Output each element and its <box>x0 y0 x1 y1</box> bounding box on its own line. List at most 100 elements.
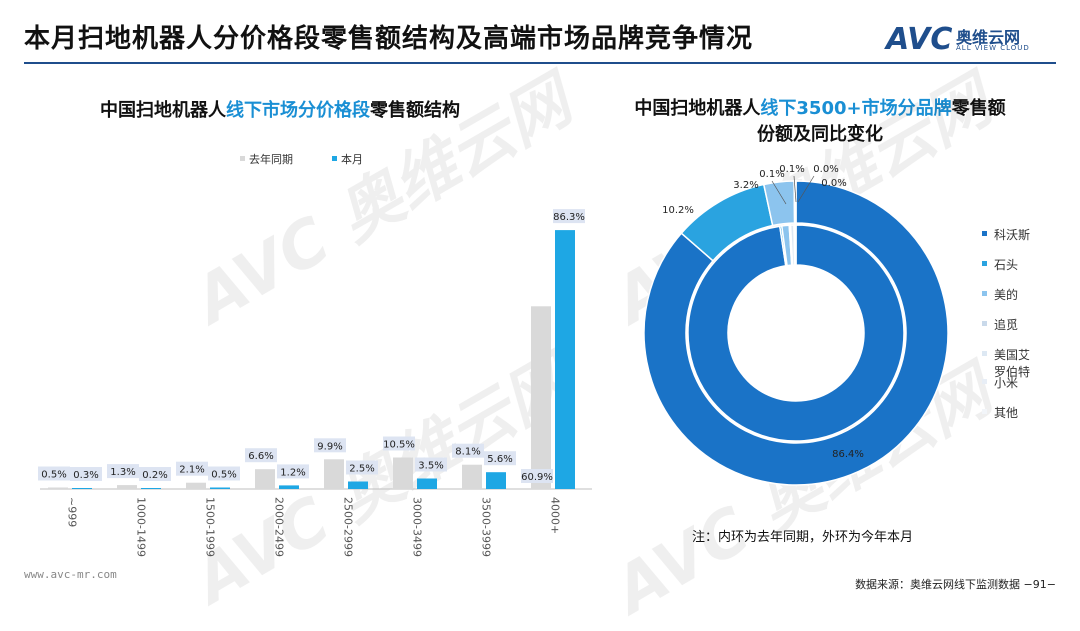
legend-swatch <box>982 291 987 296</box>
data-label-box <box>277 464 309 479</box>
data-label-box <box>314 438 346 453</box>
legend-item: 石头 <box>982 256 1054 273</box>
title-divider <box>24 62 1056 64</box>
data-label-box <box>245 448 277 463</box>
outer-ring-slice <box>643 180 949 486</box>
bar-legend: 去年同期 本月 <box>240 152 363 166</box>
right-title-line2: 份额及同比变化 <box>757 124 883 145</box>
legend-item: 美的 <box>982 286 1054 303</box>
logo-mark: AVC <box>886 22 953 57</box>
data-label: 1.2% <box>280 467 305 478</box>
left-title-pre: 中国扫地机器人 <box>100 100 226 121</box>
legend-swatch <box>982 321 987 326</box>
bar-last-year <box>531 306 551 489</box>
inner-ring-slice <box>687 224 905 442</box>
bar-this-month <box>417 478 437 489</box>
legend-swatch <box>982 231 987 236</box>
data-label: 1.3% <box>110 467 135 478</box>
right-title-highlight: 线下3500+市场分品牌 <box>760 98 952 119</box>
bar-last-year <box>255 469 275 489</box>
data-label: 0.3% <box>73 470 98 481</box>
right-chart-title: 中国扫地机器人线下3500+市场分品牌零售额 份额及同比变化 <box>580 96 1060 148</box>
data-label: 8.1% <box>455 447 480 458</box>
data-label: 9.9% <box>317 441 342 452</box>
category-label: 4000+ <box>549 497 562 534</box>
legend-label: 其他 <box>994 406 1019 420</box>
data-label-box <box>553 209 585 224</box>
data-label-box <box>484 451 516 466</box>
left-chart-title: 中国扫地机器人线下市场分价格段零售额结构 <box>40 96 520 122</box>
legend-swatch <box>982 379 987 384</box>
legend-label: 本月 <box>341 152 363 166</box>
data-label: 10.5% <box>383 440 415 451</box>
category-label: 3500-3999 <box>480 497 493 557</box>
legend-label: 石头 <box>994 258 1019 272</box>
legend-item: 美国艾 罗伯特 <box>982 346 1054 380</box>
left-title-highlight: 线下市场分价格段 <box>226 100 370 121</box>
data-label-box <box>70 467 102 481</box>
leader-line <box>793 175 797 203</box>
data-label: 0.5% <box>211 470 236 481</box>
data-label-box <box>415 457 447 472</box>
brand-share-donut-chart: 86.4%10.2%3.2%0.1%0.1% 0.0%0.0% <box>643 164 949 486</box>
bar-last-year <box>462 464 482 489</box>
inner-ring-slice <box>794 224 797 266</box>
legend-label: 去年同期 <box>249 152 293 166</box>
legend-label: 追觅 <box>994 318 1019 332</box>
category-label: 3000-3499 <box>411 497 424 557</box>
data-label-box <box>139 467 171 481</box>
left-title-post: 零售额结构 <box>370 100 460 121</box>
legend-label: 美的 <box>994 288 1019 302</box>
bar-this-month <box>210 487 230 489</box>
data-label-box <box>107 464 139 479</box>
slice-label: 0.0% <box>821 178 846 189</box>
legend-label: 科沃斯 <box>994 228 1031 242</box>
leader-line <box>797 175 815 203</box>
data-label: 60.9% <box>521 472 553 483</box>
category-label: ~999 <box>66 497 79 527</box>
data-label: 2.5% <box>349 464 374 475</box>
legend-item: 科沃斯 <box>982 226 1054 243</box>
legend-swatch <box>982 261 987 266</box>
bar-this-month <box>72 488 92 489</box>
legend-label: 美国艾 罗伯特 <box>994 348 1031 379</box>
avc-logo: AVC 奥维云网 ALL VIEW CLOUD <box>886 22 1056 62</box>
bar-this-month <box>555 230 575 489</box>
bar-last-year <box>186 482 206 489</box>
legend-swatch <box>982 409 987 414</box>
data-label-box <box>346 460 378 475</box>
data-label-box <box>176 461 208 476</box>
bar-last-year <box>324 459 344 489</box>
data-label: 2.1% <box>179 465 204 476</box>
legend-swatch <box>982 351 987 356</box>
legend-swatch <box>240 156 245 161</box>
right-title-post: 零售额 <box>951 98 1006 119</box>
data-label-box <box>38 466 70 481</box>
data-label: 0.5% <box>41 470 66 481</box>
legend-item: 追觅 <box>982 316 1054 333</box>
data-label: 5.6% <box>487 454 512 465</box>
data-label: 86.3% <box>553 212 585 223</box>
bar-this-month <box>348 481 368 489</box>
bar-this-month <box>141 488 161 489</box>
legend-swatch <box>332 156 337 161</box>
data-label-box <box>383 436 415 451</box>
chart-note: 注：内环为去年同期，外环为今年本月 <box>692 530 914 545</box>
category-label: 2500-2999 <box>342 497 355 557</box>
legend-label: 小米 <box>994 376 1019 390</box>
slice-label: 0.1% <box>759 169 784 180</box>
slice-label: 3.2% <box>733 180 758 191</box>
logo-cn-text: 奥维云网 <box>956 28 1021 47</box>
footer-website: www.avc-mr.com <box>24 568 117 581</box>
legend-item: 其他 <box>982 404 1054 421</box>
footer-source: 数据来源：奥维云网线下监测数据 −91− <box>855 578 1056 591</box>
data-label: 3.5% <box>418 461 443 472</box>
leader-line <box>771 180 787 205</box>
right-title-pre: 中国扫地机器人 <box>634 98 761 119</box>
slice-label: 86.4% <box>832 449 864 460</box>
price-segment-bar-chart: 去年同期 本月 0.5% 0.3% ~999 1.3% 0.2% 1000-1499 2.1% 0… <box>38 152 592 557</box>
bar-last-year <box>117 485 137 489</box>
page-title: 本月扫地机器人分价格段零售额结构及高端市场品牌竞争情况 <box>24 24 754 54</box>
slice-label: 10.2% <box>662 205 694 216</box>
bar-this-month <box>486 472 506 489</box>
